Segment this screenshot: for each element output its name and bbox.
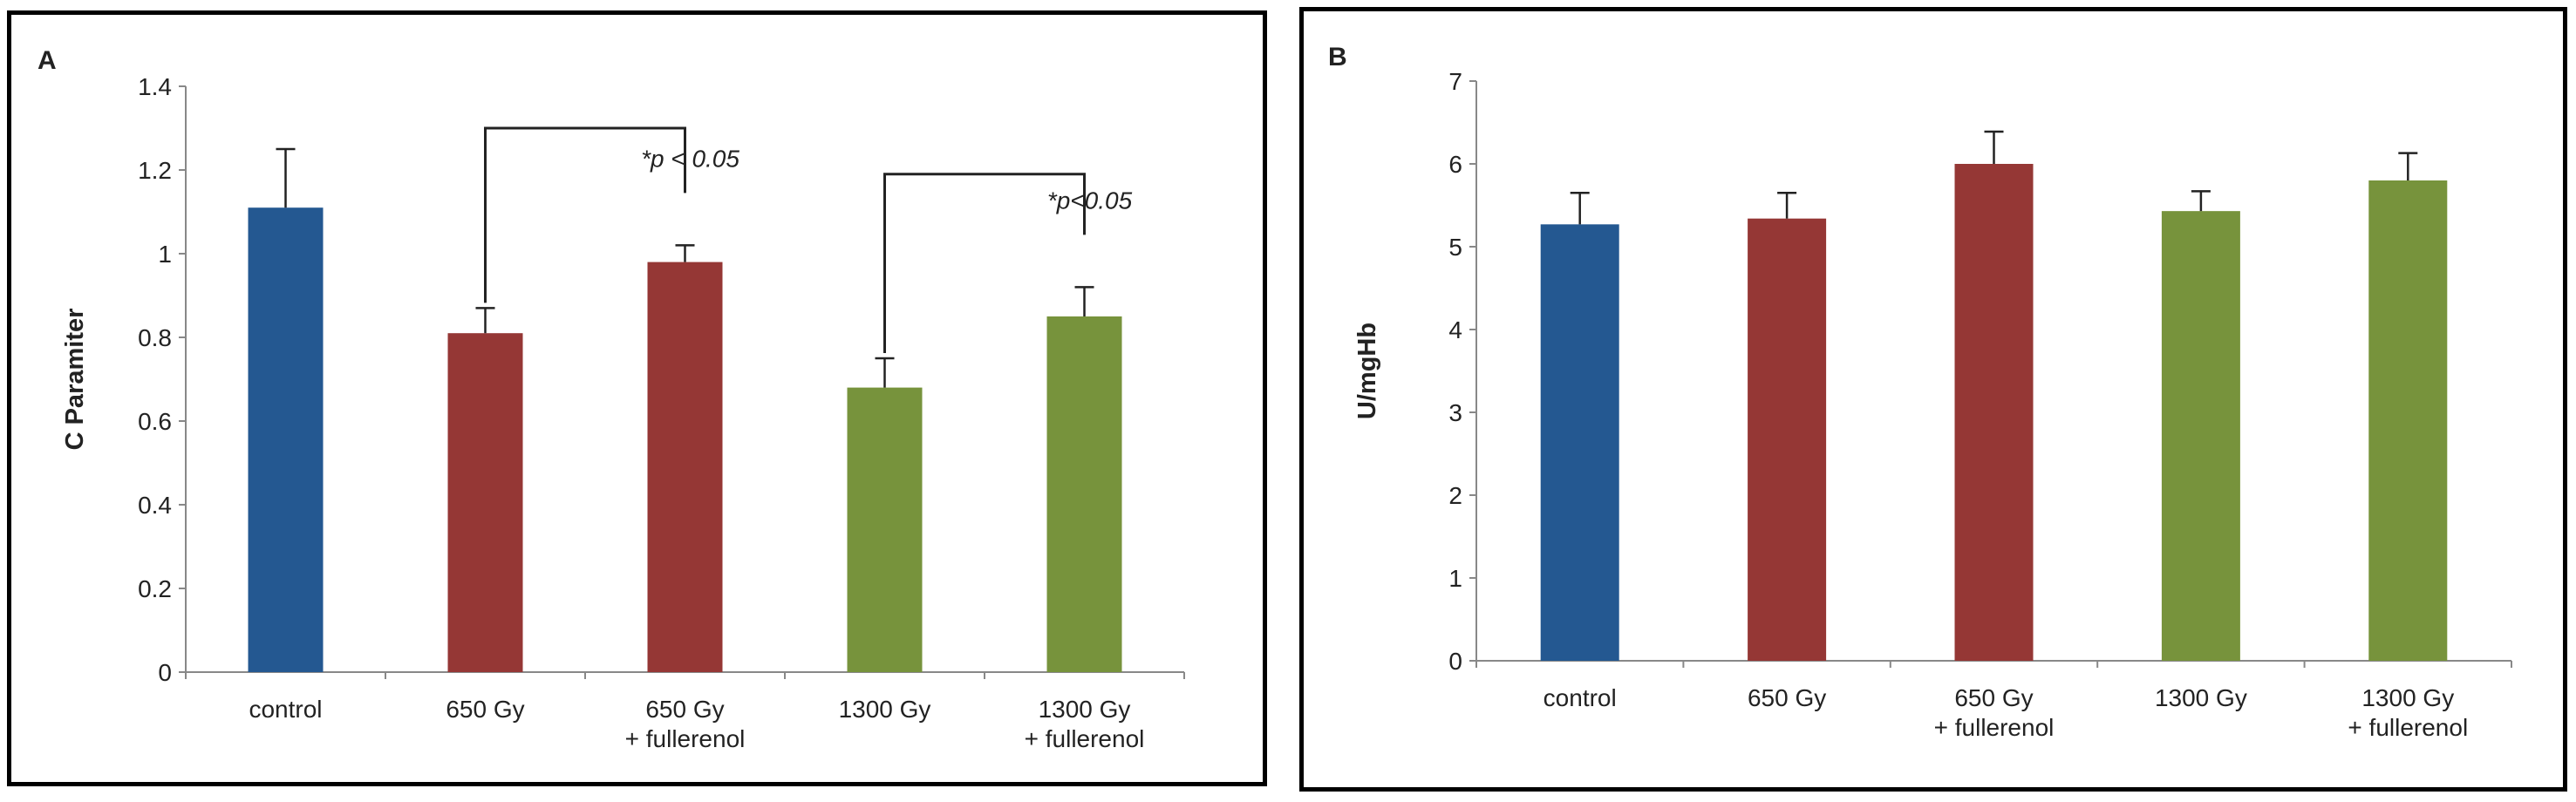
chart-a-bar [847, 387, 923, 672]
chart-b-bar [1748, 218, 1827, 661]
chart-b-y-tick-label: 7 [1448, 68, 1462, 95]
chart-b-category-label: 650 Gy [1748, 684, 1826, 711]
chart-b-svg: B 0 1 2 3 4 5 6 7 U/mgHb control 650 Gy 650 Gy + full… [1328, 43, 2512, 741]
chart-a-svg: A 0 0.2 0.4 0.6 0.8 1 1.2 1.4 C Paramiter control 6… [37, 46, 1185, 752]
chart-b-y-tick-label: 6 [1448, 151, 1462, 178]
chart-a-y-tick-label: 1 [158, 241, 172, 268]
chart-b-y-axis-label: U/mgHb [1353, 323, 1381, 419]
chart-a-bar [647, 262, 723, 672]
chart-a-category-label: 1300 Gy [839, 696, 931, 723]
chart-b-category-label: + fullerenol [1934, 714, 2055, 741]
chart-a-y-tick-label: 0.4 [138, 492, 172, 519]
chart-b-y-tick-label: 2 [1448, 482, 1462, 509]
chart-b-panel-label: B [1328, 43, 1347, 71]
chart-b-category-label: 1300 Gy [2155, 684, 2247, 711]
chart-a-y-tick-label: 0.8 [138, 324, 172, 351]
chart-a-bar [447, 333, 523, 672]
chart-a-y-tick-label: 0.6 [138, 408, 172, 435]
chart-a-y-tick-label: 0.2 [138, 575, 172, 602]
chart-b-y-tick-label: 3 [1448, 399, 1462, 426]
chart-panel-a: A 0 0.2 0.4 0.6 0.8 1 1.2 1.4 C Paramiter control 6… [7, 10, 1267, 786]
chart-a-panel-label: A [37, 46, 57, 75]
chart-b-bar [2161, 211, 2240, 661]
chart-b-category-label: 1300 Gy [2361, 684, 2454, 711]
chart-a-category-label: + fullerenol [625, 725, 746, 752]
chart-a-significance-label: *p<0.05 [1047, 187, 1133, 214]
chart-b-bar [1540, 224, 1619, 661]
chart-b-category-label: 650 Gy [1954, 684, 2033, 711]
chart-a-category-label: 650 Gy [446, 696, 524, 723]
chart-b-bar [1954, 164, 2034, 661]
chart-a-category-label: + fullerenol [1025, 725, 1145, 752]
chart-panel-b: B 0 1 2 3 4 5 6 7 U/mgHb control 650 Gy 650 Gy + full… [1299, 7, 2567, 792]
chart-b-y-tick-label: 4 [1448, 316, 1462, 343]
chart-a-category-label: control [249, 696, 322, 723]
chart-b-bar [2368, 180, 2448, 661]
chart-b-y-tick-label: 5 [1448, 234, 1462, 261]
chart-a-significance-bracket [484, 126, 686, 303]
chart-a-y-tick-label: 1.4 [138, 73, 172, 100]
chart-a-bar [248, 207, 324, 672]
chart-a-significance-label: *p < 0.05 [641, 145, 739, 172]
chart-b-y-tick-label: 0 [1448, 648, 1462, 675]
chart-b-y-tick-label: 1 [1448, 565, 1462, 592]
chart-a-y-tick-label: 1.2 [138, 157, 172, 184]
chart-a-bar [1046, 316, 1122, 672]
chart-a-category-label: 1300 Gy [1039, 696, 1131, 723]
chart-a-y-tick-label: 0 [158, 659, 172, 686]
chart-b-category-label: control [1544, 684, 1617, 711]
chart-b-category-label: + fullerenol [2348, 714, 2468, 741]
chart-a-y-axis-label: C Paramiter [61, 309, 89, 451]
chart-a-category-label: 650 Gy [645, 696, 724, 723]
chart-a-significance-bracket [883, 173, 1086, 353]
